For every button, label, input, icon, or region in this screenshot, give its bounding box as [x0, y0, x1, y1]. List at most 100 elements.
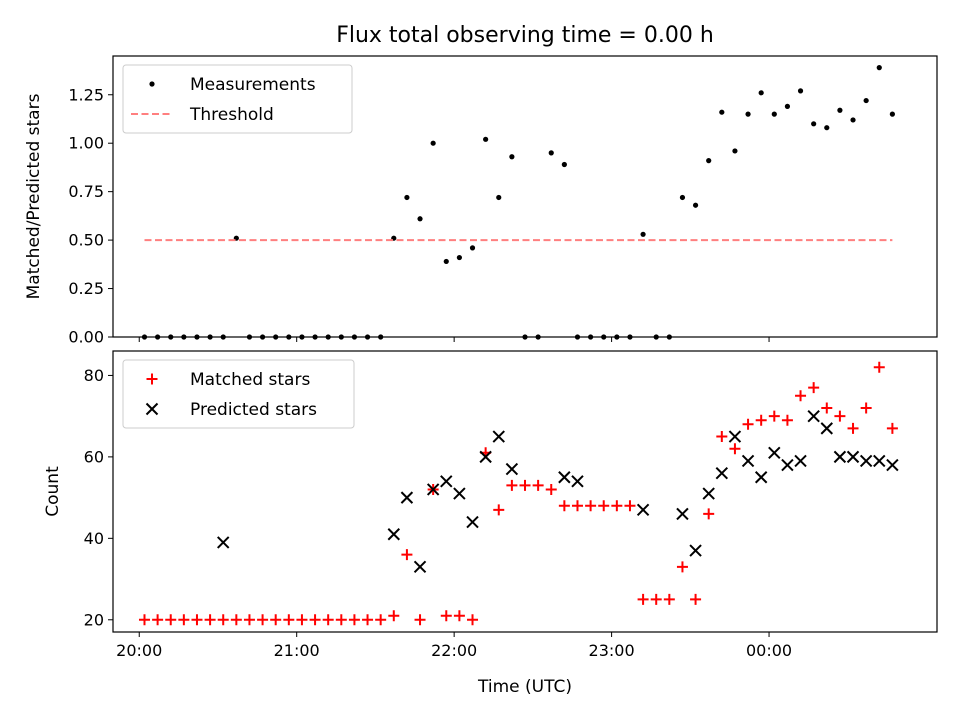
measurement-point	[259, 334, 266, 340]
matched-star-point	[296, 614, 308, 626]
top-legend-label: Threshold	[189, 105, 274, 125]
measurement-point	[286, 334, 292, 340]
measurement-point	[443, 258, 449, 265]
measurement-point	[483, 136, 489, 142]
matched-star-point	[808, 382, 820, 394]
xtick-label: 20:00	[116, 641, 162, 660]
measurement-point	[574, 334, 581, 340]
measurement-point	[666, 334, 672, 340]
matched-star-point	[519, 479, 531, 491]
matched-star-point	[178, 614, 190, 626]
figure-title: Flux total observing time = 0.00 h	[336, 23, 714, 48]
predicted-star-point	[466, 515, 479, 529]
xtick-label: 22:00	[431, 641, 477, 660]
top-y-axis-label: Matched/Predicted stars	[24, 93, 44, 299]
matched-star-point	[676, 561, 688, 573]
measurement-point	[561, 161, 567, 168]
matched-star-point	[440, 610, 452, 622]
matched-star-point	[309, 614, 321, 626]
bottom-axes-frame	[112, 350, 938, 633]
measurement-point	[732, 148, 738, 154]
top-legend-label: Measurements	[190, 75, 316, 95]
predicted-star-point	[859, 454, 873, 468]
predicted-star-point	[781, 458, 794, 472]
predicted-star-point	[217, 536, 230, 549]
predicted-star-point	[689, 544, 702, 557]
measurement-point	[679, 194, 686, 201]
bottom-legend-box	[122, 359, 355, 429]
measurement-point	[456, 254, 462, 261]
measurement-point	[837, 107, 843, 113]
predicted-star-point	[558, 471, 571, 484]
predicted-star-point	[873, 454, 886, 468]
matched-star-point	[873, 361, 885, 373]
predicted-star-point	[413, 560, 427, 574]
measurement-point	[588, 334, 594, 340]
predicted-star-point	[715, 466, 729, 480]
predicted-star-point	[794, 454, 807, 468]
bottom-panel: 20 40 60 80 Count 20:00 21:00 22:00 23:00 00:00 Ma…	[43, 350, 938, 660]
matched-star-point	[834, 410, 846, 422]
matched-star-point	[703, 508, 715, 520]
matched-star-point	[545, 483, 557, 495]
measurement-point	[417, 216, 423, 222]
measurement-point	[351, 334, 358, 340]
top-ytick-label: 0.50	[68, 231, 104, 250]
matched-star-point	[611, 500, 623, 512]
matched-star-point	[453, 610, 465, 622]
top-ytick-label: 1.00	[68, 134, 104, 153]
measurement-point	[509, 154, 515, 160]
matched-star-point	[886, 422, 898, 434]
matched-star-point	[532, 479, 544, 491]
matched-star-point	[257, 614, 269, 626]
matched-star-point	[624, 500, 636, 512]
matched-star-point	[204, 614, 216, 626]
predicted-star-point	[886, 458, 899, 472]
predicted-star-point	[400, 491, 414, 504]
top-ytick-label: 0.00	[68, 328, 104, 347]
top-ytick-label: 0.75	[68, 182, 104, 201]
measurement-point	[719, 109, 725, 115]
matched-star-point	[716, 431, 728, 443]
measurement-point	[522, 334, 528, 340]
measurement-point	[614, 334, 620, 340]
predicted-star-point	[676, 507, 689, 521]
measurement-point	[797, 88, 804, 94]
predicted-star-point	[571, 475, 584, 488]
measurement-point	[548, 150, 554, 156]
measurement-point	[784, 103, 791, 109]
measurement-point	[273, 334, 279, 340]
matched-star-point	[598, 500, 610, 512]
predicted-star-point	[636, 503, 650, 517]
legend-matched-marker	[146, 373, 158, 385]
top-ytick-label: 0.25	[68, 279, 104, 298]
matched-star-point	[414, 614, 426, 626]
top-ytick-label: 1.25	[68, 85, 104, 104]
bottom-y-axis-label: Count	[43, 466, 63, 517]
measurement-point	[469, 245, 476, 251]
matched-star-point	[467, 614, 479, 626]
measurement-point	[364, 334, 371, 340]
measurement-point	[824, 125, 830, 131]
top-legend-box	[122, 64, 353, 134]
predicted-star-point	[387, 528, 400, 541]
predicted-star-point	[754, 471, 768, 484]
measurement-point	[168, 334, 174, 340]
measurement-point	[378, 334, 384, 340]
bottom-ytick-label: 80	[84, 366, 104, 385]
measurement-point	[404, 194, 410, 201]
matched-star-point	[860, 402, 872, 414]
matched-star-point	[165, 614, 177, 626]
matched-star-point	[558, 500, 570, 512]
predicted-star-point	[505, 462, 519, 476]
measurement-point	[207, 334, 213, 340]
measurement-point	[430, 140, 436, 146]
matched-star-point	[729, 443, 741, 455]
xtick-label: 00:00	[746, 641, 792, 660]
matched-star-point	[243, 614, 255, 626]
predicted-star-point	[846, 450, 860, 464]
measurement-point	[889, 111, 895, 117]
measurement-point	[496, 194, 502, 201]
predicted-star-point	[820, 422, 833, 435]
